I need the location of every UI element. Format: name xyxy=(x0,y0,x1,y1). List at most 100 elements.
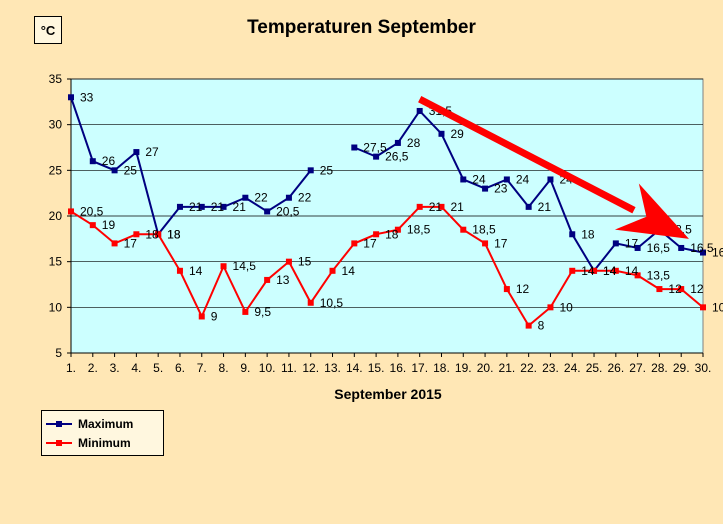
data-label-minimum-14: 17 xyxy=(363,236,377,250)
point-minimum-26 xyxy=(612,267,619,274)
unit-label: °C xyxy=(34,16,62,44)
point-minimum-23 xyxy=(547,304,554,311)
xtick-label-19: 19. xyxy=(455,361,472,375)
point-minimum-5 xyxy=(155,231,162,238)
point-maximum-23 xyxy=(547,176,554,183)
xtick-label-10: 10. xyxy=(259,361,276,375)
data-label-minimum-21: 12 xyxy=(516,282,530,296)
x-axis-title: September 2015 xyxy=(334,386,442,402)
data-label-maximum-10: 20,5 xyxy=(276,204,300,218)
data-label-minimum-23: 10 xyxy=(559,300,573,314)
legend-item-maximum: Maximum xyxy=(46,416,133,432)
chart-title: Temperaturen September xyxy=(247,17,476,38)
xtick-label-3: 3. xyxy=(110,361,120,375)
point-maximum-2 xyxy=(89,158,96,165)
point-minimum-29 xyxy=(678,286,685,293)
point-minimum-19 xyxy=(460,226,467,233)
point-maximum-14 xyxy=(351,144,358,151)
point-maximum-30 xyxy=(700,249,706,256)
data-label-maximum-7: 21 xyxy=(211,200,225,214)
point-minimum-28 xyxy=(656,286,663,293)
data-label-minimum-5: 18 xyxy=(167,227,181,241)
point-minimum-18 xyxy=(438,203,445,210)
point-minimum-12 xyxy=(307,299,314,306)
data-label-maximum-8: 21 xyxy=(233,200,247,214)
point-minimum-24 xyxy=(569,267,576,274)
data-label-maximum-6: 21 xyxy=(189,200,203,214)
data-label-maximum-20: 23 xyxy=(494,182,508,196)
data-label-minimum-11: 15 xyxy=(298,255,312,269)
data-label-maximum-9: 22 xyxy=(254,191,268,205)
data-label-minimum-18: 21 xyxy=(450,200,464,214)
xtick-label-7: 7. xyxy=(197,361,207,375)
data-label-maximum-15: 26,5 xyxy=(385,150,409,164)
xtick-label-23: 23. xyxy=(542,361,559,375)
data-label-minimum-13: 14 xyxy=(342,264,356,278)
xtick-label-5: 5. xyxy=(153,361,163,375)
data-label-maximum-1: 33 xyxy=(80,90,94,104)
data-label-minimum-6: 14 xyxy=(189,264,203,278)
point-maximum-17 xyxy=(416,107,423,114)
point-minimum-16 xyxy=(394,226,401,233)
xtick-label-11: 11. xyxy=(281,361,297,375)
point-maximum-8 xyxy=(220,203,227,210)
data-label-minimum-17: 21 xyxy=(429,200,443,214)
xtick-label-14: 14. xyxy=(346,361,363,375)
point-maximum-12 xyxy=(307,167,314,174)
point-maximum-4 xyxy=(133,149,140,156)
xtick-label-27: 27. xyxy=(629,361,646,375)
point-maximum-26 xyxy=(612,240,619,247)
data-label-minimum-26: 14 xyxy=(625,264,639,278)
data-label-minimum-27: 13,5 xyxy=(647,268,671,282)
point-maximum-11 xyxy=(285,194,292,201)
point-minimum-4 xyxy=(133,231,140,238)
data-label-maximum-2: 26 xyxy=(102,154,116,168)
point-maximum-21 xyxy=(503,176,510,183)
data-label-maximum-4: 27 xyxy=(145,145,159,159)
point-maximum-20 xyxy=(482,185,489,192)
xtick-label-20: 20. xyxy=(477,361,494,375)
ytick-label-20: 20 xyxy=(49,209,63,223)
xtick-label-22: 22. xyxy=(520,361,537,375)
xtick-label-29: 29. xyxy=(673,361,690,375)
point-maximum-3 xyxy=(111,167,118,174)
legend-swatch-maximum xyxy=(46,421,72,427)
data-label-minimum-20: 17 xyxy=(494,236,508,250)
series-line-maximum xyxy=(70,96,312,237)
ytick-label-5: 5 xyxy=(55,346,62,360)
point-minimum-1 xyxy=(68,208,74,215)
data-label-minimum-12: 10,5 xyxy=(320,296,344,310)
xtick-label-30: 30. xyxy=(695,361,712,375)
data-label-minimum-1: 20,5 xyxy=(80,204,104,218)
data-label-maximum-27: 16,5 xyxy=(647,241,671,255)
point-maximum-15 xyxy=(373,153,380,160)
point-maximum-24 xyxy=(569,231,576,238)
point-maximum-9 xyxy=(242,194,249,201)
legend-label-minimum: Minimum xyxy=(78,436,131,450)
xtick-label-18: 18. xyxy=(433,361,450,375)
data-label-minimum-25: 14 xyxy=(603,264,617,278)
xtick-label-25: 25. xyxy=(586,361,603,375)
data-label-minimum-24: 14 xyxy=(581,264,595,278)
point-minimum-30 xyxy=(700,304,706,311)
arrow-shaft xyxy=(418,95,636,214)
data-label-minimum-30: 10 xyxy=(712,300,723,314)
legend-item-minimum: Minimum xyxy=(46,435,131,451)
legend-swatch-minimum xyxy=(46,440,72,446)
point-minimum-27 xyxy=(634,272,641,279)
point-maximum-29 xyxy=(678,244,685,251)
data-label-minimum-29: 12 xyxy=(690,282,704,296)
point-minimum-22 xyxy=(525,322,532,329)
xtick-label-9: 9. xyxy=(240,361,250,375)
point-maximum-6 xyxy=(176,203,183,210)
point-minimum-7 xyxy=(198,313,205,320)
data-label-minimum-19: 18,5 xyxy=(472,223,496,237)
point-minimum-25 xyxy=(591,267,598,274)
legend-label-maximum: Maximum xyxy=(78,417,134,431)
ytick-label-15: 15 xyxy=(49,255,63,269)
data-label-maximum-21: 24 xyxy=(516,172,530,186)
point-minimum-14 xyxy=(351,240,358,247)
point-minimum-20 xyxy=(482,240,489,247)
point-minimum-9 xyxy=(242,308,249,315)
